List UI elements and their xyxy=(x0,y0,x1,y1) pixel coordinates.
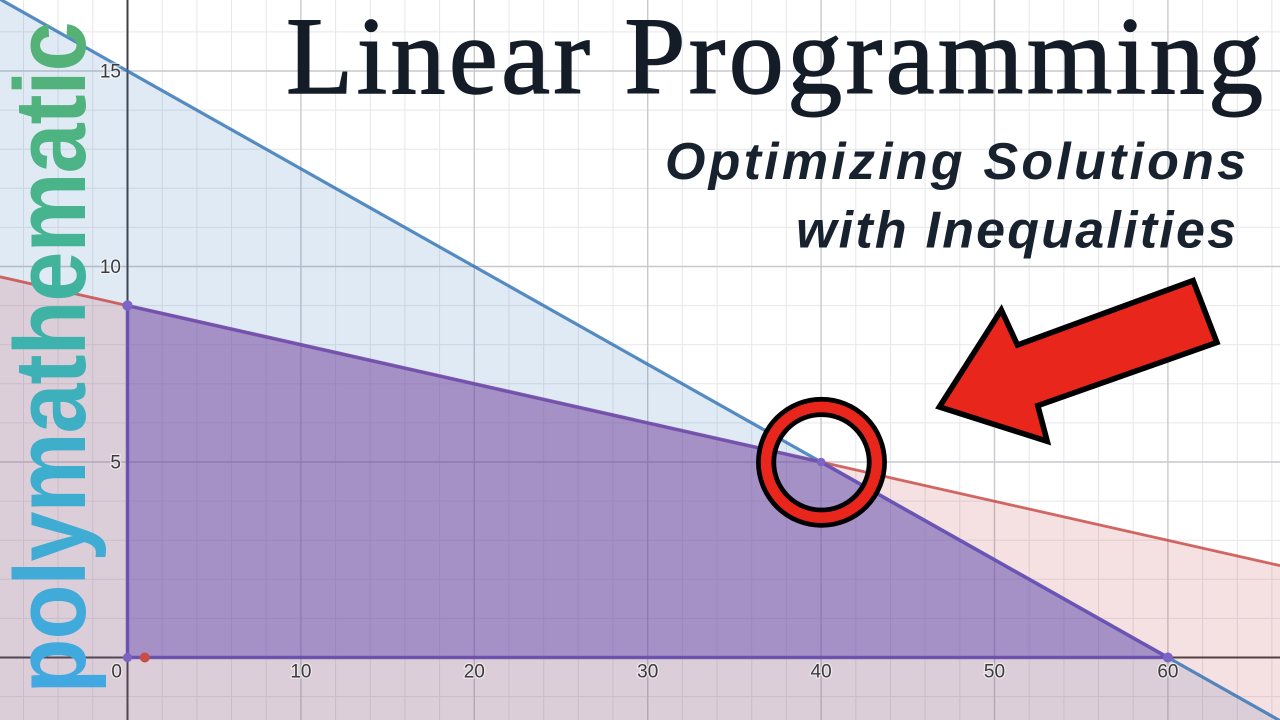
svg-text:30: 30 xyxy=(637,661,658,682)
svg-text:10: 10 xyxy=(100,257,121,278)
svg-text:20: 20 xyxy=(464,661,485,682)
svg-text:with Inequalities: with Inequalities xyxy=(796,202,1236,260)
svg-text:40: 40 xyxy=(811,661,832,682)
svg-text:Linear Programming: Linear Programming xyxy=(286,0,1263,117)
svg-text:Optimizing Solutions: Optimizing Solutions xyxy=(665,133,1246,191)
svg-text:50: 50 xyxy=(984,661,1005,682)
svg-text:5: 5 xyxy=(110,452,121,473)
svg-text:10: 10 xyxy=(290,661,311,682)
svg-text:60: 60 xyxy=(1157,661,1178,682)
svg-text:15: 15 xyxy=(100,61,121,82)
svg-text:polymathematic: polymathematic xyxy=(0,22,107,694)
svg-text:0: 0 xyxy=(111,661,122,682)
